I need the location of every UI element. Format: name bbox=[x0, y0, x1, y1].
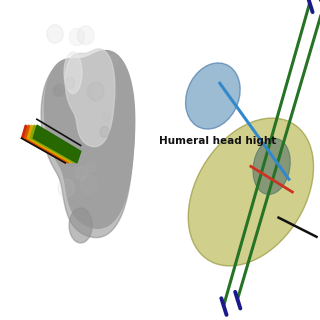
Polygon shape bbox=[41, 55, 134, 237]
Polygon shape bbox=[75, 166, 87, 180]
Polygon shape bbox=[69, 208, 92, 243]
Polygon shape bbox=[69, 159, 75, 166]
Polygon shape bbox=[27, 125, 75, 163]
Polygon shape bbox=[54, 84, 65, 96]
Polygon shape bbox=[65, 49, 115, 147]
Polygon shape bbox=[24, 125, 72, 163]
Text: Humeral head hight: Humeral head hight bbox=[159, 136, 276, 146]
Polygon shape bbox=[21, 125, 69, 163]
Polygon shape bbox=[77, 26, 94, 45]
Polygon shape bbox=[88, 82, 104, 101]
Polygon shape bbox=[93, 82, 111, 102]
Polygon shape bbox=[52, 87, 61, 97]
Ellipse shape bbox=[186, 63, 240, 129]
Polygon shape bbox=[64, 52, 82, 93]
Polygon shape bbox=[47, 25, 63, 43]
Polygon shape bbox=[58, 179, 74, 197]
Polygon shape bbox=[100, 84, 117, 103]
Polygon shape bbox=[44, 51, 135, 228]
Polygon shape bbox=[89, 88, 95, 95]
Polygon shape bbox=[80, 175, 97, 194]
Ellipse shape bbox=[188, 118, 314, 266]
Polygon shape bbox=[30, 125, 78, 163]
Polygon shape bbox=[102, 113, 110, 121]
Polygon shape bbox=[86, 161, 96, 172]
Polygon shape bbox=[69, 28, 84, 45]
Polygon shape bbox=[108, 54, 118, 65]
Polygon shape bbox=[100, 126, 109, 138]
Ellipse shape bbox=[253, 138, 290, 195]
Polygon shape bbox=[65, 77, 75, 89]
Polygon shape bbox=[33, 125, 81, 163]
